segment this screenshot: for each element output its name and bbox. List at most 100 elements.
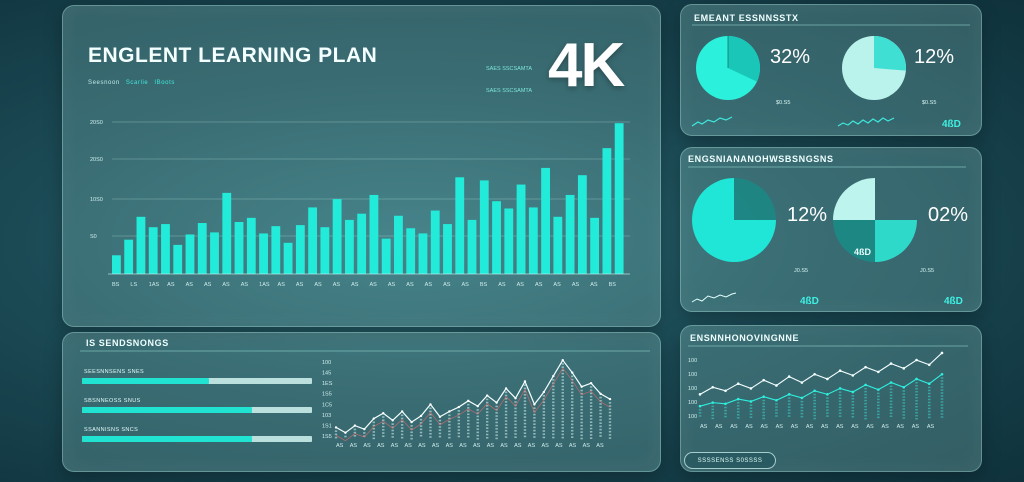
area-dot <box>927 392 931 395</box>
area-dot <box>599 399 602 402</box>
area-dot <box>589 437 593 439</box>
bar <box>124 239 134 274</box>
area-dot <box>762 405 765 408</box>
area-dot <box>580 437 583 440</box>
area-dot <box>457 410 461 412</box>
area-dot <box>467 432 470 435</box>
area-dot <box>608 414 612 417</box>
x-tick-label: AS <box>333 282 341 288</box>
area-dot <box>589 389 593 391</box>
area-dot <box>391 436 394 438</box>
pie-chart <box>842 36 906 100</box>
area-dot <box>940 413 944 415</box>
area-dot <box>485 430 489 433</box>
area-dot <box>787 412 791 414</box>
area-dot <box>372 434 375 436</box>
area-dot <box>504 417 508 419</box>
area-dot <box>523 406 527 409</box>
bar <box>308 207 318 274</box>
bar <box>112 255 121 274</box>
area-dot <box>599 409 602 412</box>
legend-item: SAES SSCSAMTA <box>486 66 533 72</box>
area-dot <box>561 401 564 404</box>
area-dot <box>864 402 867 405</box>
area-dot <box>749 407 753 409</box>
x-tick-label: AS <box>500 443 508 449</box>
area-dot <box>775 409 778 411</box>
area-dot <box>826 412 829 414</box>
legend-item: SAES SSCSAMTA <box>486 88 533 94</box>
x-tick-label: AS <box>336 443 344 449</box>
area-dot <box>438 429 442 431</box>
area-dot <box>571 375 574 378</box>
bar <box>541 167 550 274</box>
area-dot <box>552 379 555 381</box>
x-tick-label: AS <box>745 424 753 430</box>
line-point <box>787 375 791 378</box>
area-dot <box>457 432 461 435</box>
area-dot <box>457 413 461 415</box>
x-tick-label: AS <box>446 443 454 449</box>
line-point <box>485 394 489 397</box>
area-dot <box>523 413 527 415</box>
area-dot <box>400 424 404 426</box>
main-bar-chart: 20S0 20S0 10S0 S0 BS LS 1AS AS AS AS AS AS 1AS AS AS AS… <box>90 120 630 288</box>
area-dot <box>580 434 583 437</box>
line-point <box>457 405 461 409</box>
area-dot <box>476 434 479 437</box>
area-dot <box>889 409 893 412</box>
bar <box>516 184 526 274</box>
x-tick-label: AS <box>791 424 799 430</box>
resolution-badge: 4K <box>548 31 625 100</box>
line-point <box>711 385 715 389</box>
area-dot <box>533 436 536 438</box>
area-dot <box>927 395 931 398</box>
area-dot <box>552 385 555 388</box>
area-dot <box>353 431 357 434</box>
line-point <box>698 393 702 396</box>
area-dot <box>580 402 583 405</box>
bottom-right-button[interactable]: SSSSENSS S0SSSS <box>684 452 776 469</box>
line-point <box>838 387 842 390</box>
line-point <box>915 377 918 381</box>
area-dot <box>889 400 893 403</box>
area-dot <box>504 436 508 438</box>
area-dot <box>514 426 517 429</box>
area-dot <box>561 372 564 375</box>
bottom-left-divider <box>80 350 650 352</box>
area-dot <box>448 420 451 423</box>
area-dot <box>877 407 880 410</box>
area-dot <box>514 417 517 419</box>
area-dot <box>514 414 517 416</box>
area-dot <box>940 410 944 412</box>
line-point <box>353 424 357 427</box>
area-dot <box>877 392 880 395</box>
x-tick-label: AS <box>912 424 920 430</box>
area-dot <box>523 426 527 428</box>
area-dot <box>391 429 394 432</box>
area-dot <box>599 412 602 415</box>
area-dot <box>902 390 906 392</box>
area-dot <box>589 430 593 433</box>
pie-percent: 32% <box>770 46 811 68</box>
x-tick-label: AS <box>314 282 322 288</box>
top-right-tag: 4ßD <box>942 119 961 130</box>
area-dot <box>561 433 564 436</box>
area-dot <box>533 407 536 409</box>
area-dot <box>372 421 375 424</box>
area-dot <box>514 423 517 426</box>
area-dot <box>400 436 404 439</box>
x-tick-label: AS <box>406 282 414 288</box>
line-point <box>826 393 829 396</box>
area-dot <box>762 414 765 417</box>
area-dot <box>476 412 479 414</box>
area-dot <box>561 427 564 429</box>
y-tick-label: 100 <box>688 386 697 392</box>
line-point <box>391 419 394 422</box>
line-point <box>608 397 612 401</box>
area-dot <box>523 419 527 422</box>
area-dot <box>889 385 893 388</box>
area-dot <box>410 425 413 427</box>
area-dot <box>523 429 527 431</box>
x-tick-label: AS <box>222 282 230 288</box>
